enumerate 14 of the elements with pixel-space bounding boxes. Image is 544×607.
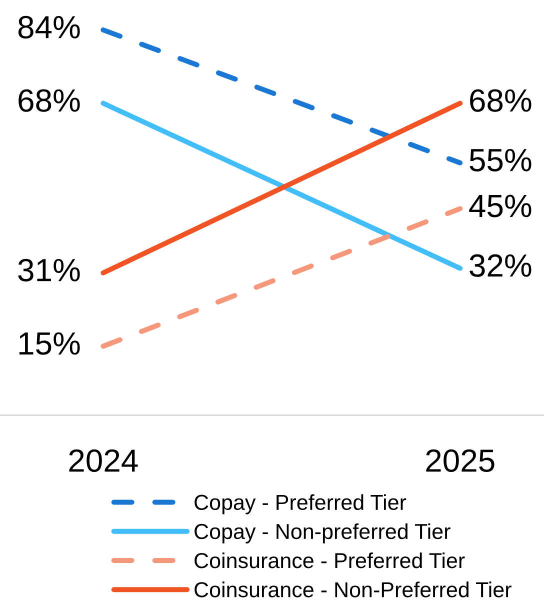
x-tick-label: 2024 — [69, 449, 138, 472]
legend-label: Copay - Preferred Tier — [194, 494, 406, 514]
data-label: 55% — [470, 148, 532, 172]
data-label: 32% — [470, 254, 532, 277]
data-label: 68% — [18, 89, 80, 112]
legend-label: Copay - Non-preferred Tier — [194, 523, 450, 544]
data-label: 84% — [18, 16, 80, 38]
x-tick-label: 2025 — [426, 449, 494, 472]
data-label: 68% — [470, 89, 532, 112]
legend-label: Coinsurance - Preferred Tier — [194, 552, 465, 568]
data-label: 31% — [18, 258, 80, 282]
legend-label: Coinsurance - Non-Preferred Tier — [194, 582, 512, 598]
data-label: 15% — [19, 332, 80, 355]
data-label: 45% — [469, 194, 532, 218]
